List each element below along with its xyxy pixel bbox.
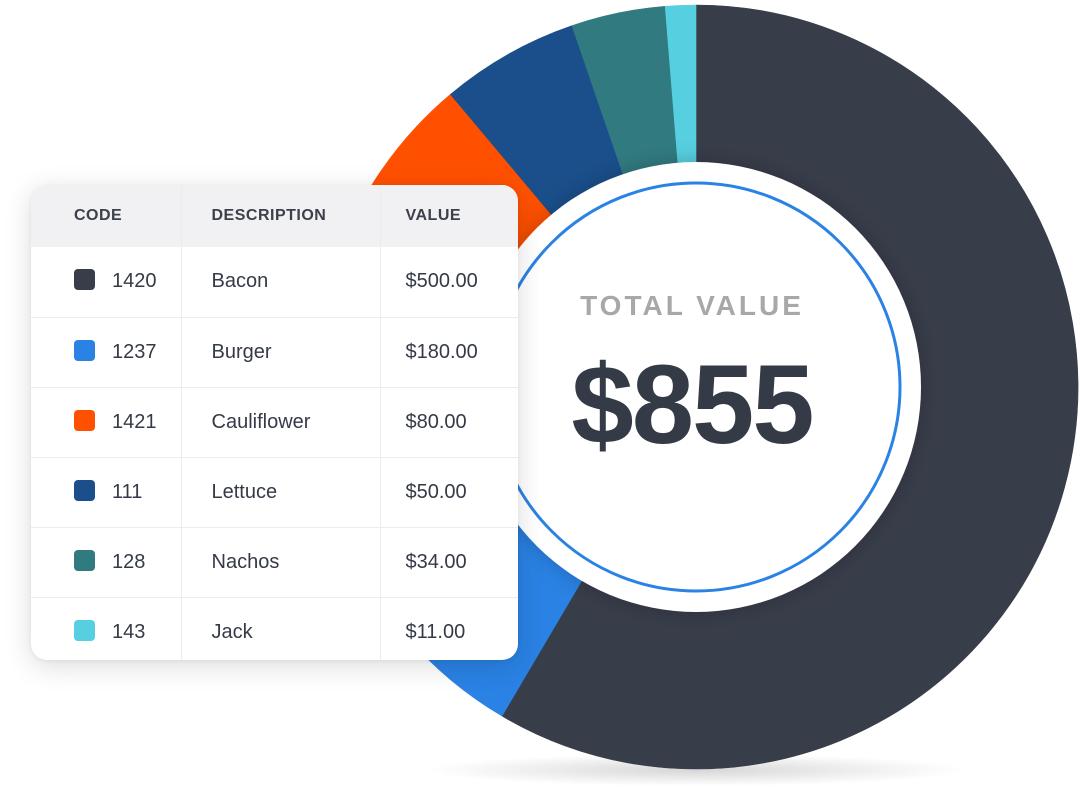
row-code-cell: 128: [31, 526, 181, 597]
table-row: 128 Nachos $34.00: [31, 526, 518, 597]
row-code-cell: 1420: [31, 247, 181, 317]
row-description: Lettuce: [180, 456, 380, 527]
table-row: 111 Lettuce $50.00: [31, 456, 518, 527]
header-description: DESCRIPTION: [180, 185, 380, 247]
row-value: $50.00: [379, 456, 518, 527]
row-code-cell: 1421: [31, 386, 181, 457]
color-swatch: [74, 269, 95, 291]
row-value: $11.00: [379, 596, 518, 660]
items-table-card: CODE DESCRIPTION VALUE 1420 Bacon $500.0…: [31, 185, 518, 660]
row-code: 128: [112, 550, 146, 573]
row-code-cell: 1237: [31, 316, 181, 387]
row-code: 1237: [112, 340, 157, 363]
header-code: CODE: [74, 207, 123, 224]
row-code-cell: 111: [31, 456, 181, 527]
total-value-label: TOTAL VALUE: [580, 290, 804, 321]
table-row: 1421 Cauliflower $80.00: [31, 386, 518, 457]
row-value: $500.00: [379, 247, 518, 317]
color-swatch: [74, 339, 95, 361]
items-table: CODE DESCRIPTION VALUE 1420 Bacon $500.0…: [31, 185, 518, 660]
color-swatch: [74, 619, 95, 641]
color-swatch: [74, 409, 95, 431]
donut-floor-shadow: [426, 754, 966, 786]
row-description: Bacon: [180, 247, 380, 317]
total-value-amount: $855: [571, 342, 814, 467]
header-value: VALUE: [379, 185, 518, 247]
row-code-cell: 143: [31, 596, 181, 660]
table-header-row: CODE DESCRIPTION VALUE: [31, 185, 518, 247]
donut-hole: [471, 162, 921, 612]
color-swatch: [74, 479, 95, 501]
color-swatch: [74, 549, 95, 571]
row-value: $80.00: [379, 386, 518, 457]
row-description: Nachos: [180, 526, 380, 597]
row-description: Cauliflower: [180, 386, 380, 457]
row-code: 1420: [112, 270, 157, 293]
row-code: 111: [112, 480, 143, 503]
row-value: $180.00: [379, 316, 518, 387]
row-description: Burger: [180, 316, 380, 387]
row-description: Jack: [180, 596, 380, 660]
table-row: 1237 Burger $180.00: [31, 316, 518, 387]
row-value: $34.00: [379, 526, 518, 597]
row-code: 1421: [112, 410, 157, 433]
table-row: 1420 Bacon $500.00: [31, 247, 518, 317]
row-code: 143: [112, 620, 146, 643]
table-row: 143 Jack $11.00: [31, 596, 518, 660]
